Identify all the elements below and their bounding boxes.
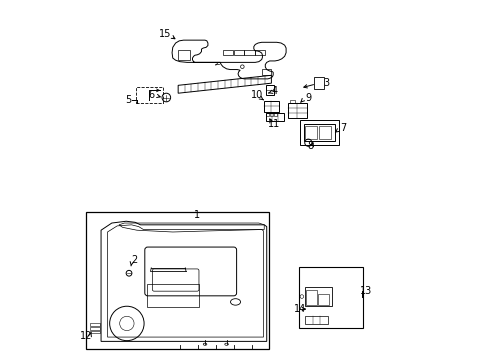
Text: 12: 12 [80, 331, 92, 341]
Text: 13: 13 [360, 286, 372, 296]
Bar [223, 50, 233, 55]
Bar [298, 267, 362, 328]
Text: 4: 4 [271, 86, 277, 96]
Text: 5: 5 [124, 95, 131, 105]
Bar [305, 290, 316, 305]
Bar [89, 327, 100, 330]
Text: 2: 2 [131, 255, 137, 265]
Bar [265, 85, 273, 95]
Text: 3: 3 [323, 78, 328, 88]
Text: 10: 10 [251, 90, 263, 100]
Bar [89, 330, 100, 333]
Bar [86, 212, 268, 348]
Bar [304, 316, 327, 324]
Bar [287, 103, 306, 118]
Bar [269, 113, 272, 116]
Bar [136, 87, 163, 103]
Bar [300, 120, 338, 145]
Bar [305, 126, 317, 139]
Bar [265, 113, 284, 121]
Bar [178, 50, 189, 60]
Bar [274, 113, 277, 116]
Bar [318, 294, 328, 305]
Bar [290, 100, 294, 103]
Bar [319, 126, 330, 139]
Bar [233, 50, 244, 55]
Bar [265, 113, 268, 116]
Bar [147, 284, 199, 307]
Text: 1: 1 [194, 210, 200, 220]
Text: 8: 8 [307, 141, 313, 151]
Bar [264, 101, 278, 112]
Text: 7: 7 [340, 123, 346, 133]
Text: 14: 14 [293, 304, 305, 314]
Bar [261, 69, 270, 75]
Bar [304, 287, 331, 306]
Text: 11: 11 [267, 119, 280, 129]
Text: 6: 6 [148, 90, 154, 100]
Text: 9: 9 [305, 93, 311, 103]
Text: 15: 15 [159, 29, 171, 39]
Bar [304, 125, 334, 140]
Bar [244, 50, 254, 55]
Bar [314, 77, 324, 89]
Bar [89, 323, 100, 326]
Bar [255, 50, 265, 55]
